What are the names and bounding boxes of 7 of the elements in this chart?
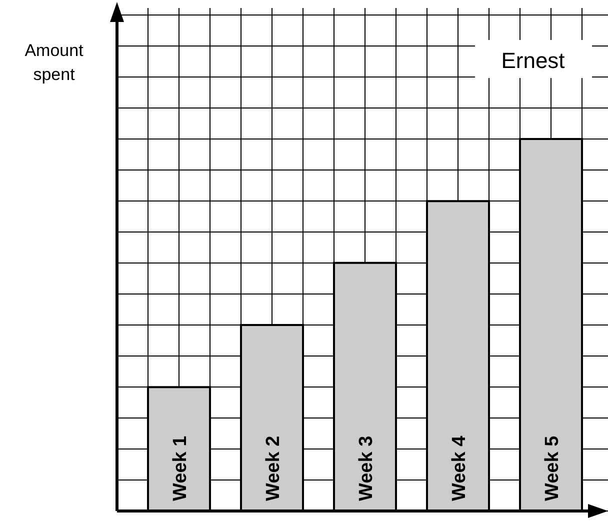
x-tick-label: Week 5 — [542, 435, 563, 501]
y-axis-title: Amount spent — [24, 41, 84, 84]
x-tick-label: Week 1 — [170, 435, 191, 501]
x-tick-label: Week 4 — [449, 435, 470, 501]
x-tick-label: Week 2 — [263, 436, 284, 501]
x-tick-label: Week 3 — [356, 436, 377, 501]
chart-title: Ernest — [501, 48, 565, 73]
